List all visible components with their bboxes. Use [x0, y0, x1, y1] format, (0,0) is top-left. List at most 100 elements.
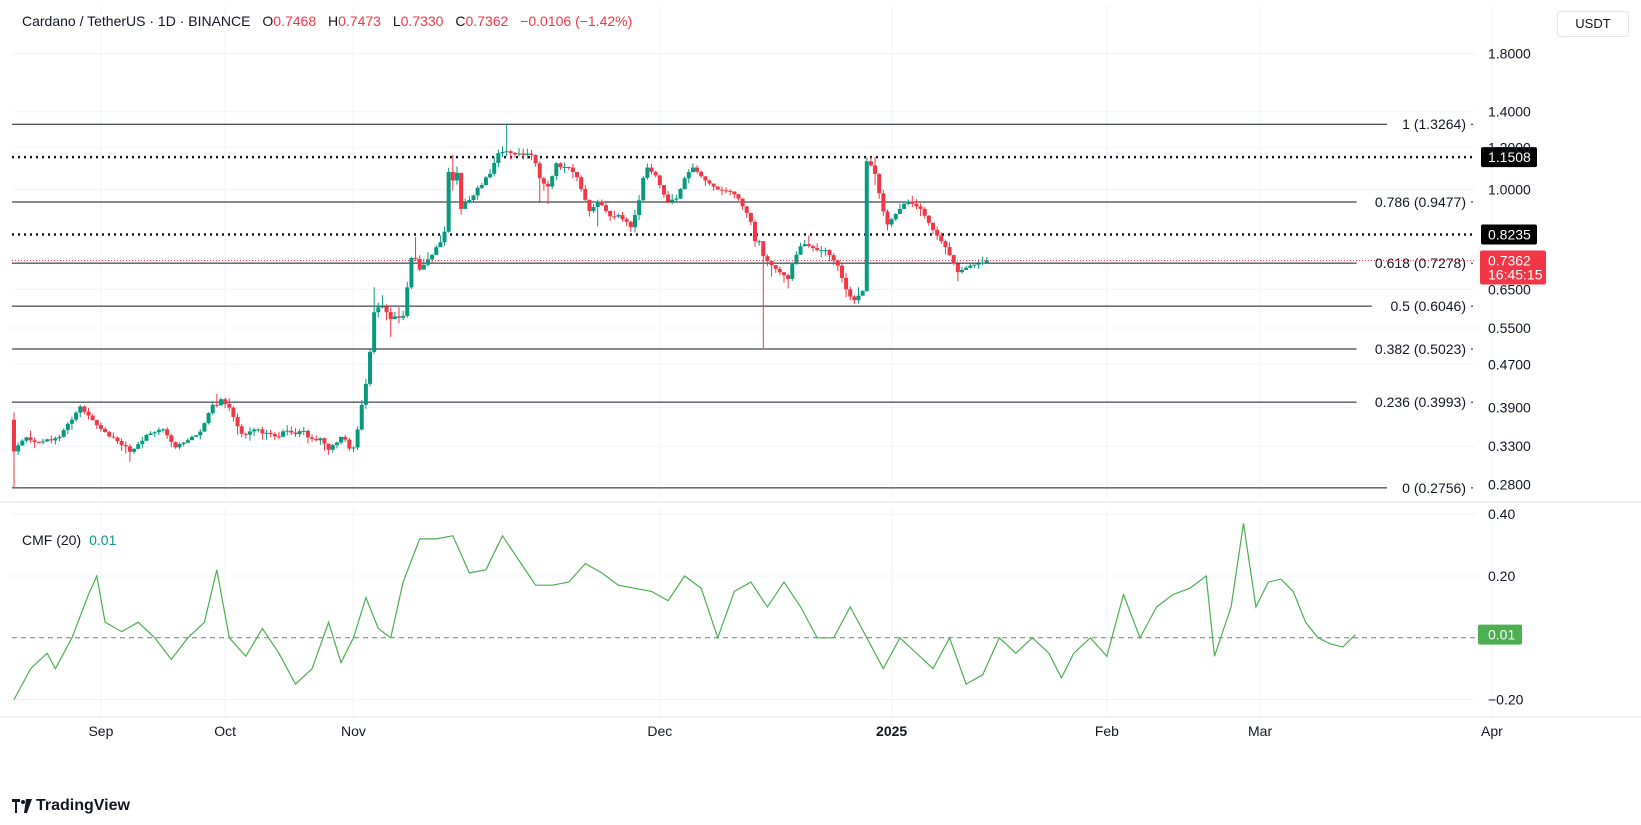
candle-body [218, 399, 223, 406]
candle-body [935, 229, 940, 236]
candle-body [36, 441, 41, 443]
candle-body [748, 212, 753, 222]
cmf-last-label: 0.01 [1488, 627, 1515, 643]
time-tick-label: Apr [1481, 723, 1503, 739]
candle-body [906, 201, 911, 204]
candle-body [380, 306, 385, 308]
candle-body [761, 241, 766, 257]
candle-body [744, 206, 749, 213]
candle-body [363, 383, 368, 405]
cmf-line [13, 523, 1356, 700]
tradingview-logo[interactable]: TradingView [12, 797, 130, 815]
last-price-tag [1480, 250, 1546, 285]
symbol-title[interactable]: Cardano / TetherUS · 1D · BINANCE [22, 13, 251, 29]
candle-body [926, 215, 931, 223]
candle-body [314, 438, 319, 441]
candle-body [45, 439, 50, 442]
candle-body [177, 443, 182, 448]
candle-body [910, 201, 915, 204]
candle-body [396, 316, 401, 318]
candle-body [922, 208, 927, 216]
candle-body [728, 190, 733, 192]
candle-body [570, 167, 575, 173]
open-value: 0.7468 [273, 13, 317, 29]
candle-body [409, 257, 414, 288]
candle-body [305, 430, 310, 438]
dotted-level-tag [1481, 224, 1537, 245]
symbol-header: Cardano / TetherUS · 1D · BINANCE O0.746… [22, 13, 632, 29]
fib-label-bg [1356, 393, 1471, 412]
candle-body [90, 415, 95, 421]
candle-body [488, 173, 493, 178]
candle-body [889, 219, 894, 225]
currency-button[interactable]: USDT [1557, 11, 1629, 37]
candle-body [802, 244, 807, 247]
candle-body [798, 246, 803, 255]
candle-body [376, 307, 381, 313]
candle-body [446, 171, 451, 232]
candle-body [355, 429, 360, 448]
candle-body [678, 188, 683, 199]
candle-body [686, 172, 691, 179]
fib-level-label: 0 (0.2756) [1402, 480, 1466, 496]
candle-body [790, 264, 795, 279]
candle-body [690, 167, 695, 173]
fib-label-bg [1356, 254, 1471, 273]
candle-body [732, 191, 737, 195]
candle-body [260, 429, 265, 434]
candle-body [115, 437, 120, 442]
candle-body [94, 420, 99, 426]
fib-level-label: 0.5 (0.6046) [1391, 298, 1467, 314]
candle-body [107, 432, 112, 437]
cmf-value: 0.01 [89, 532, 117, 548]
candle-body [281, 431, 286, 437]
candle-body [632, 214, 637, 228]
candle-body [181, 442, 186, 444]
candle-body [695, 167, 700, 172]
last-price-label: 0.7362 [1488, 252, 1531, 268]
dotted-level-label: 0.8235 [1488, 227, 1531, 243]
candle-body [86, 411, 91, 416]
fib-label-bg [1387, 478, 1471, 497]
candle-body [844, 277, 849, 290]
candle-body [881, 193, 886, 212]
candle-body [736, 194, 741, 199]
price-tick-label: 0.4700 [1488, 356, 1531, 372]
candle-body [483, 177, 488, 186]
candle-body [620, 215, 625, 220]
candle-body [289, 430, 294, 433]
candle-body [649, 167, 654, 172]
cmf-title[interactable]: CMF (20) [22, 532, 82, 548]
candle-body [297, 431, 302, 435]
close-value: 0.7362 [465, 13, 509, 29]
tradingview-logo-icon [12, 799, 32, 813]
candle-body [810, 246, 815, 249]
fib-level-label: 0.618 (0.7278) [1375, 255, 1466, 271]
candle-body [65, 423, 70, 431]
fib-level-label: 0.382 (0.5023) [1375, 341, 1466, 357]
candle-body [674, 198, 679, 200]
candle-body [980, 262, 985, 264]
candle-body [885, 211, 890, 225]
candle-body [285, 430, 290, 432]
candle-body [264, 432, 269, 434]
price-tick-label: 0.5500 [1488, 320, 1531, 336]
candle-body [190, 436, 195, 441]
candle-body [641, 177, 646, 201]
candle-body [471, 195, 476, 201]
candle-body [156, 429, 161, 433]
candle-body [243, 433, 248, 435]
candle-body [579, 177, 584, 189]
candle-body [939, 235, 944, 242]
candle-body [467, 200, 472, 203]
candle-body [359, 404, 364, 430]
candle-body [330, 445, 335, 450]
candle-body [239, 426, 244, 434]
candle-body [268, 432, 273, 434]
candle-body [347, 439, 352, 449]
candle-body [140, 440, 145, 445]
candle-body [703, 176, 708, 181]
candle-body [61, 430, 66, 437]
candle-body [40, 441, 45, 443]
